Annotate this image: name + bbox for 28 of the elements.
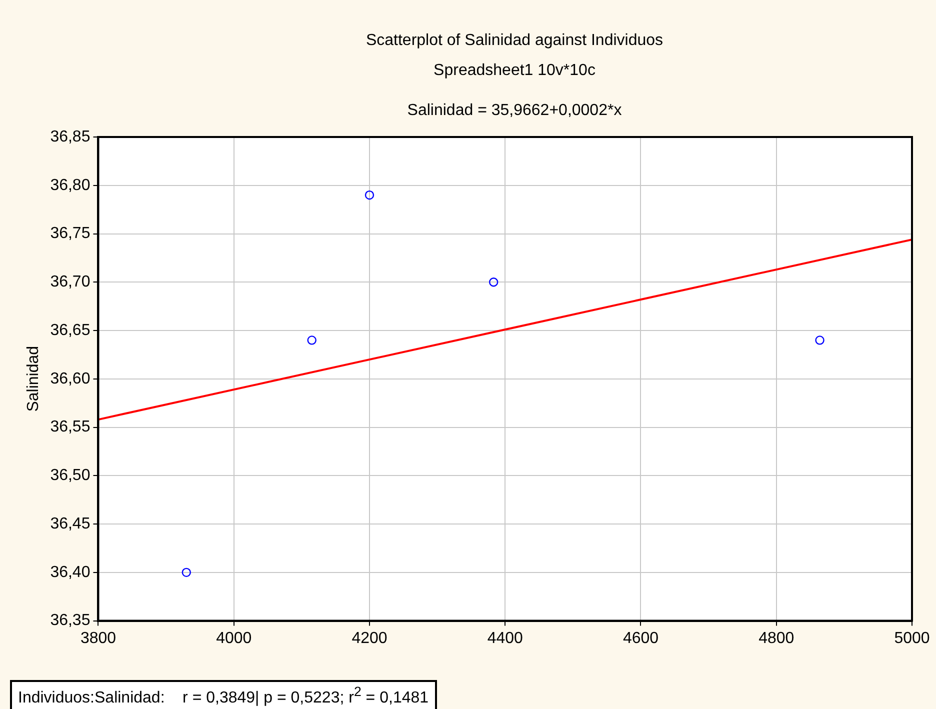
point <box>182 568 191 578</box>
text: Individuos:Salinidad: r = 0,3849| p = 0,5223; r$^{2}$ = 0,1481 <box>10 680 437 709</box>
x-tick-label: 4800 <box>758 630 794 647</box>
y-tick-label: 36,55 <box>50 418 90 436</box>
y-tick-label: 36,70 <box>50 274 90 291</box>
y-tick-label: 36,35 <box>50 612 90 630</box>
x-tick-label: 3800 <box>80 630 116 647</box>
x-tick-label: 4000 <box>216 630 252 647</box>
y-tick-label: 36,50 <box>50 467 90 484</box>
y-axis-title: Salinidad <box>25 346 42 412</box>
text: Salinidad = 35,9662+0,0002*x <box>406 102 623 120</box>
y-tick-label: 36,75 <box>50 225 90 242</box>
x-tick-label: 4600 <box>622 630 659 647</box>
y-tick-label: 36,65 <box>50 322 90 339</box>
y-tick-label: 36,40 <box>50 564 90 581</box>
y-tick-label: 36,60 <box>50 370 90 388</box>
point <box>307 336 316 345</box>
point <box>364 190 374 200</box>
point <box>815 336 824 345</box>
y-tick-label: 36,45 <box>50 515 90 532</box>
point <box>488 278 498 287</box>
y-tick-label: 36,80 <box>50 176 90 194</box>
x-tick-label: 4400 <box>487 630 524 647</box>
chart-subtitle: Spreadsheet1 10v*10c <box>432 62 596 80</box>
chart-title: Scatterplot of Salinidad against Individuos <box>364 32 664 50</box>
x-tick-label: 4200 <box>352 630 388 647</box>
y-tick-label: 36,85 <box>50 128 90 146</box>
x-tick-label: 5000 <box>894 630 930 647</box>
